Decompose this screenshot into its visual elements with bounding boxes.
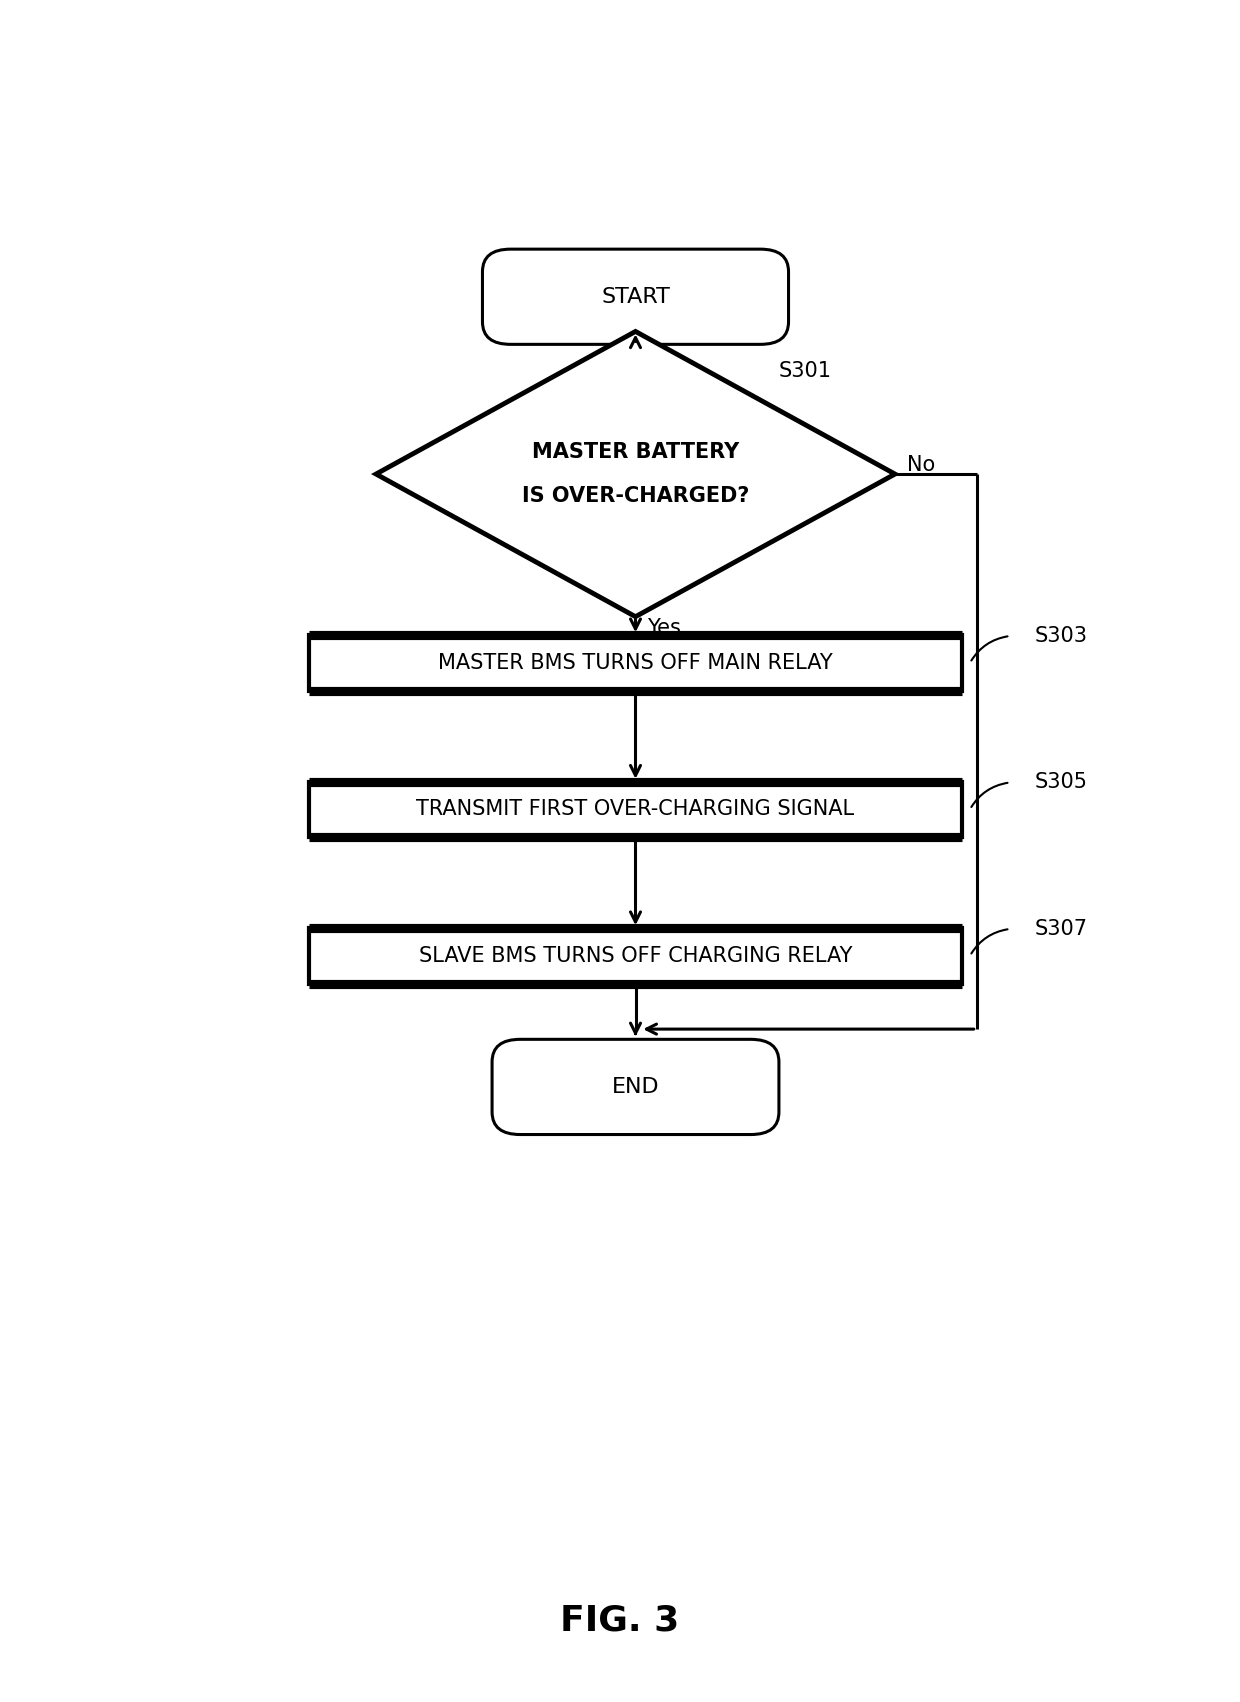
- FancyBboxPatch shape: [482, 248, 789, 344]
- Text: S301: S301: [779, 361, 831, 381]
- Text: MASTER BATTERY: MASTER BATTERY: [532, 443, 739, 463]
- Text: S303: S303: [1034, 626, 1087, 647]
- Text: END: END: [611, 1077, 660, 1096]
- Bar: [309, 928, 962, 984]
- FancyBboxPatch shape: [492, 1040, 779, 1135]
- Polygon shape: [376, 332, 895, 616]
- Bar: [309, 635, 962, 691]
- Text: IS OVER-CHARGED?: IS OVER-CHARGED?: [522, 485, 749, 505]
- Text: No: No: [906, 454, 935, 475]
- Text: S305: S305: [1034, 773, 1087, 793]
- Text: S307: S307: [1034, 919, 1087, 940]
- Text: Yes: Yes: [647, 618, 681, 638]
- Text: TRANSMIT FIRST OVER-CHARGING SIGNAL: TRANSMIT FIRST OVER-CHARGING SIGNAL: [417, 800, 854, 819]
- Text: START: START: [601, 286, 670, 306]
- Bar: [309, 781, 962, 837]
- Text: SLAVE BMS TURNS OFF CHARGING RELAY: SLAVE BMS TURNS OFF CHARGING RELAY: [419, 946, 852, 965]
- Text: FIG. 3: FIG. 3: [560, 1603, 680, 1637]
- Text: MASTER BMS TURNS OFF MAIN RELAY: MASTER BMS TURNS OFF MAIN RELAY: [438, 654, 833, 672]
